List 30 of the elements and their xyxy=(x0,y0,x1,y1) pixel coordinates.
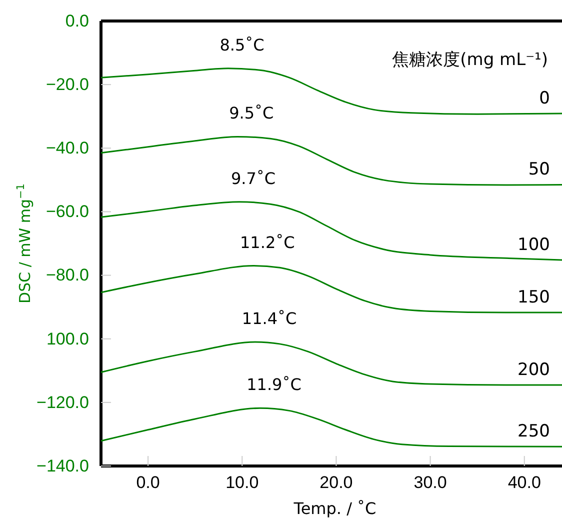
x-axis-title: Temp. / ˚C xyxy=(292,499,376,518)
annotation: 11.4˚C xyxy=(242,309,297,328)
line-series xyxy=(100,201,562,261)
legend-title: 焦糖浓度(mg mL⁻¹) xyxy=(392,50,548,70)
y-tick-label: −120.0 xyxy=(36,392,89,412)
x-tick-label: 10.0 xyxy=(226,473,259,492)
annotation: 8.5˚C xyxy=(220,35,264,54)
series-label: 100 xyxy=(518,235,550,256)
y-tick-label: 100.0 xyxy=(46,329,89,348)
x-tick-label: 0.0 xyxy=(136,473,160,492)
annotation: 11.2˚C xyxy=(240,232,295,252)
y-tick-label: −60.0 xyxy=(46,202,89,222)
series-label: 150 xyxy=(518,287,550,308)
series-label: 200 xyxy=(518,360,550,380)
annotation: 11.9˚C xyxy=(246,375,302,394)
annotation: 9.7˚C xyxy=(230,168,276,188)
annotation: 9.5˚C xyxy=(229,104,274,123)
y-tick-label: −20.0 xyxy=(46,75,89,94)
y-tick-label: −140.0 xyxy=(36,456,89,476)
series-label: 250 xyxy=(518,422,550,442)
series-label: 0 xyxy=(539,88,550,108)
y-tick-label: −80.0 xyxy=(46,266,89,285)
x-tick-label: 30.0 xyxy=(414,473,447,492)
line-series xyxy=(100,407,562,448)
series-label: 50 xyxy=(528,160,550,180)
y-tick-label: −40.0 xyxy=(46,138,89,158)
y-tick-label: 0.0 xyxy=(65,11,89,30)
x-tick-label: 20.0 xyxy=(320,473,353,492)
line-series xyxy=(100,136,562,186)
x-tick-label: 40.0 xyxy=(508,473,541,492)
